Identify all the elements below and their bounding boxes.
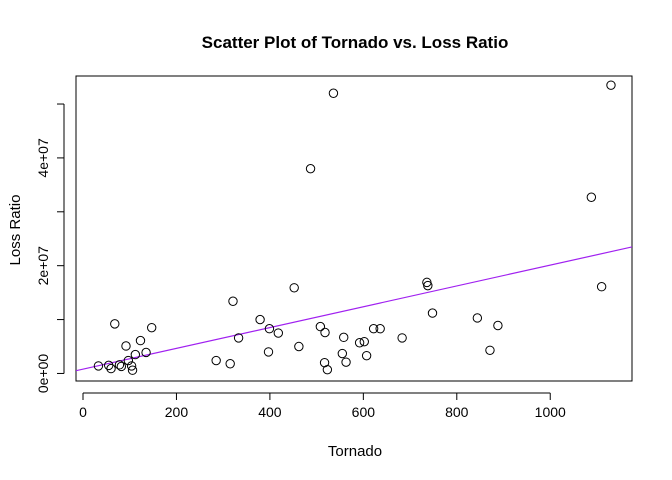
data-point <box>211 355 221 366</box>
data-point <box>493 320 503 331</box>
data-point <box>359 336 369 347</box>
data-point <box>233 333 244 343</box>
plot-frame <box>75 75 633 382</box>
data-point <box>485 345 495 355</box>
data-point <box>341 357 351 367</box>
data-point <box>294 341 304 352</box>
data-point <box>273 328 284 338</box>
x-tick-label: 200 <box>165 404 189 420</box>
x-axis-label: Tornado <box>328 443 382 460</box>
data-point <box>354 338 365 348</box>
data-point <box>322 364 333 375</box>
data-point <box>104 360 114 371</box>
data-point <box>135 335 146 346</box>
data-point <box>339 332 349 343</box>
data-point <box>225 359 235 369</box>
data-point <box>427 308 438 318</box>
data-point <box>116 361 127 372</box>
data-point <box>110 319 120 329</box>
data-point <box>423 280 433 291</box>
data-point <box>146 322 157 333</box>
chart-title: Scatter Plot of Tornado vs. Loss Ratio <box>202 33 509 52</box>
data-point <box>126 361 137 371</box>
data-point <box>123 355 134 366</box>
data-point <box>361 350 372 361</box>
data-point <box>606 80 616 90</box>
data-point <box>264 324 275 334</box>
x-tick-label: 1000 <box>535 404 566 420</box>
plot-area: 0 200 400 600 800 1000 0e+00 2e+07 4e+07 <box>35 75 633 420</box>
data-point <box>337 348 348 359</box>
data-point <box>472 313 483 323</box>
x-tick-label: 600 <box>352 404 376 420</box>
data-point <box>255 314 265 325</box>
y-tick-label: 4e+07 <box>35 138 51 178</box>
x-tick-label: 0 <box>79 404 87 420</box>
x-tick-label: 800 <box>445 404 469 420</box>
data-point <box>328 88 339 98</box>
y-axis-label: Loss Ratio <box>7 195 24 266</box>
data-point <box>375 324 385 334</box>
y-tick-label: 0e+00 <box>35 354 51 394</box>
data-point <box>106 363 116 374</box>
data-point <box>127 365 138 375</box>
data-point <box>305 163 316 174</box>
data-point <box>114 360 125 370</box>
data-point <box>368 324 379 334</box>
regression-line <box>76 246 632 372</box>
data-point <box>397 333 407 343</box>
data-point <box>320 327 330 338</box>
data-point <box>228 296 238 306</box>
data-point <box>93 361 104 371</box>
data-point <box>141 347 151 358</box>
data-point <box>586 192 597 202</box>
data-point <box>263 347 274 357</box>
x-tick-label: 400 <box>258 404 282 420</box>
data-point <box>315 321 326 332</box>
data-point <box>596 281 607 292</box>
y-tick-label: 2e+07 <box>35 246 51 286</box>
data-point <box>130 349 141 360</box>
data-point <box>121 341 131 351</box>
data-point <box>289 283 299 293</box>
